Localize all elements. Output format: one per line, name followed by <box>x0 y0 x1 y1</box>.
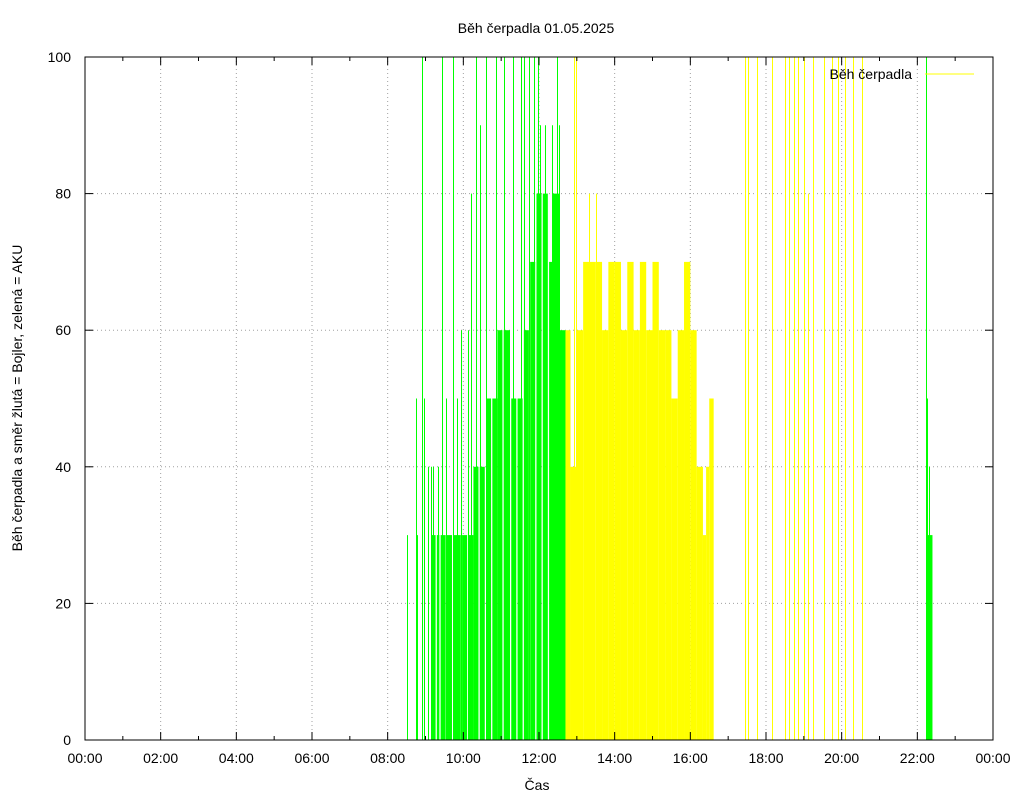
run-block <box>677 330 685 740</box>
run-block <box>565 330 571 740</box>
chart-title: Běh čerpadla 01.05.2025 <box>458 20 615 36</box>
run-block <box>696 466 703 740</box>
y-tick-label: 60 <box>55 322 71 338</box>
run-block <box>706 466 710 740</box>
x-tick-label: 08:00 <box>370 750 405 766</box>
run-block <box>523 330 529 740</box>
run-block <box>457 535 461 740</box>
x-tick-label: 00:00 <box>975 750 1010 766</box>
x-tick-label: 00:00 <box>67 750 102 766</box>
x-tick-label: 22:00 <box>900 750 935 766</box>
run-block <box>639 261 647 740</box>
run-block <box>497 330 503 740</box>
y-axis-label: Běh čerpadla a směr žlutá = Bojler, zele… <box>9 245 25 552</box>
run-block <box>684 261 691 740</box>
y-tick-label: 100 <box>48 49 72 65</box>
run-block <box>446 535 452 740</box>
run-block <box>492 398 498 740</box>
run-block <box>652 261 659 740</box>
y-tick-label: 20 <box>55 595 71 611</box>
axis-ticks: 00:00 02:00 04:00 06:00 08:00 10:00 12:00 14:00… <box>48 49 1011 766</box>
x-tick-label: 16:00 <box>673 750 708 766</box>
run-block <box>608 261 615 740</box>
run-block <box>503 330 510 740</box>
run-block <box>453 535 458 740</box>
run-block <box>646 330 653 740</box>
run-block <box>709 398 714 740</box>
y-tick-label: 80 <box>55 186 71 202</box>
run-block <box>468 535 474 740</box>
run-block <box>530 261 536 740</box>
data-bars <box>407 57 933 741</box>
run-block <box>589 261 596 740</box>
y-tick-label: 0 <box>63 732 71 748</box>
run-block <box>658 330 666 740</box>
x-axis-label: Čas <box>525 777 550 793</box>
run-block <box>486 398 492 740</box>
x-tick-label: 02:00 <box>143 750 178 766</box>
run-block <box>671 398 678 740</box>
grid <box>85 57 993 740</box>
run-block <box>576 330 584 740</box>
run-block <box>479 466 485 740</box>
run-block <box>462 535 468 740</box>
run-block <box>602 330 609 740</box>
legend: Běh čerpadla <box>829 66 974 82</box>
y-tick-label: 40 <box>55 459 71 475</box>
run-block <box>517 398 523 740</box>
run-block <box>620 330 628 740</box>
run-block <box>549 261 553 740</box>
run-block <box>552 193 560 741</box>
run-block <box>583 261 590 740</box>
run-block <box>440 535 446 740</box>
run-block <box>665 330 672 740</box>
run-block <box>614 261 621 740</box>
legend-label: Běh čerpadla <box>829 66 912 82</box>
x-tick-label: 14:00 <box>597 750 632 766</box>
run-block <box>702 535 707 740</box>
run-block <box>559 330 566 740</box>
run-block <box>690 330 697 740</box>
x-tick-label: 12:00 <box>521 750 556 766</box>
x-tick-label: 10:00 <box>446 750 481 766</box>
run-block <box>473 466 479 740</box>
x-tick-label: 20:00 <box>824 750 859 766</box>
x-tick-label: 18:00 <box>748 750 783 766</box>
run-block <box>595 261 603 740</box>
x-tick-label: 06:00 <box>294 750 329 766</box>
run-block <box>633 330 640 740</box>
run-block <box>570 466 577 740</box>
x-tick-label: 04:00 <box>219 750 254 766</box>
run-block <box>627 261 634 740</box>
